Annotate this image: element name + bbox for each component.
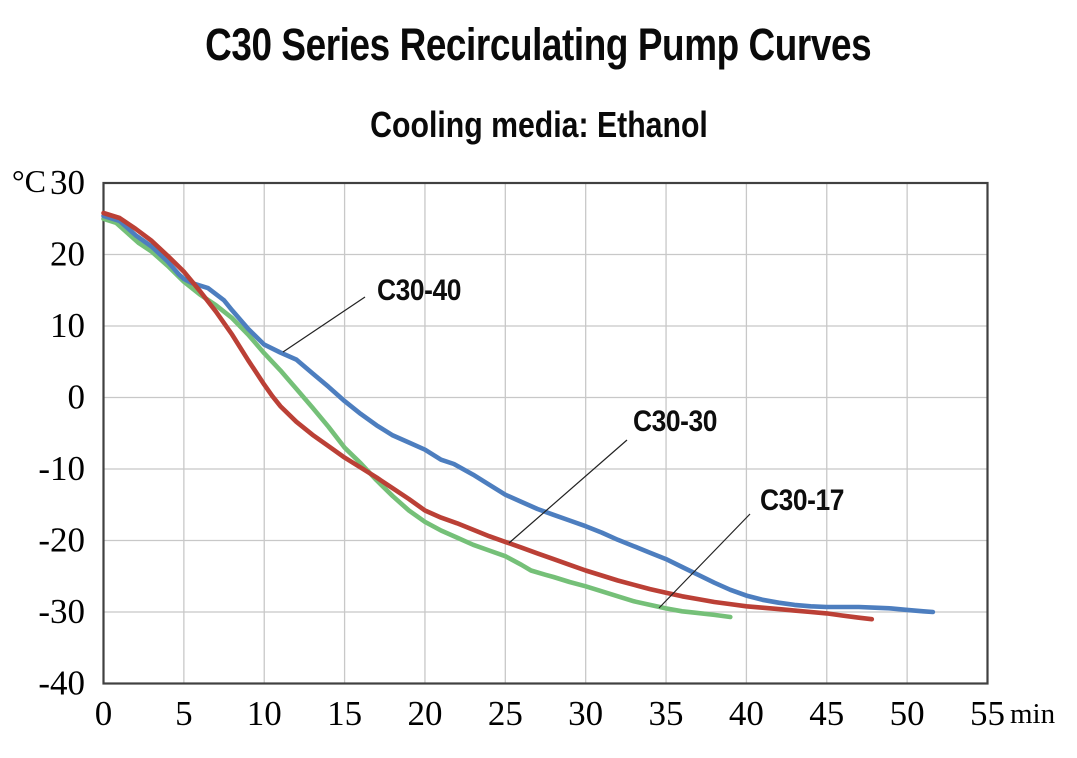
plot-border (102, 181, 989, 685)
curve-c30-40 (101, 213, 936, 615)
x-tick-label: 25 (488, 694, 523, 733)
x-tick-label: 10 (247, 694, 282, 733)
x-tick-label: 20 (407, 694, 442, 733)
chart-subtitle-text: Cooling media: Ethanol (369, 104, 708, 145)
x-tick-label: 35 (649, 694, 684, 733)
y-tick-label: 30 (50, 163, 85, 202)
y-tick-label: -20 (38, 521, 85, 560)
x-tick-label: 45 (809, 694, 844, 733)
y-tick-label: -10 (38, 449, 85, 488)
series-label-c30-40: C30-40 (377, 274, 461, 307)
x-tick-label: 5 (175, 694, 193, 733)
curve-c30-30 (101, 210, 875, 622)
x-axis-unit-label: min (1010, 698, 1056, 730)
y-tick-label: -30 (38, 592, 85, 631)
chart-title-text: C30 Series Recirculating Pump Curves (205, 19, 872, 70)
y-tick-label: 0 (68, 378, 86, 417)
y-tick-label: 10 (50, 306, 85, 345)
leader-line-c30-30 (508, 439, 628, 544)
y-tick-label: -40 (38, 664, 85, 703)
x-tick-label: 40 (729, 694, 764, 733)
leader-line-c30-17 (658, 513, 751, 609)
leader-line-c30-40 (282, 296, 366, 353)
x-tick-label: 55 (970, 694, 1005, 733)
chart-title: C30 Series Recirculating Pump Curves (0, 22, 1077, 68)
x-tick-label: 15 (327, 694, 362, 733)
x-tick-label: 30 (568, 694, 603, 733)
curve-c30-17 (101, 216, 733, 620)
x-tick-label: 0 (95, 694, 113, 733)
y-tick-label: 20 (50, 235, 85, 274)
x-tick-label: 50 (890, 694, 925, 733)
series-label-c30-30: C30-30 (633, 405, 717, 438)
y-axis-unit-label: °C (12, 163, 46, 199)
series-label-c30-17: C30-17 (760, 484, 844, 517)
chart-subtitle: Cooling media: Ethanol (0, 106, 1077, 144)
